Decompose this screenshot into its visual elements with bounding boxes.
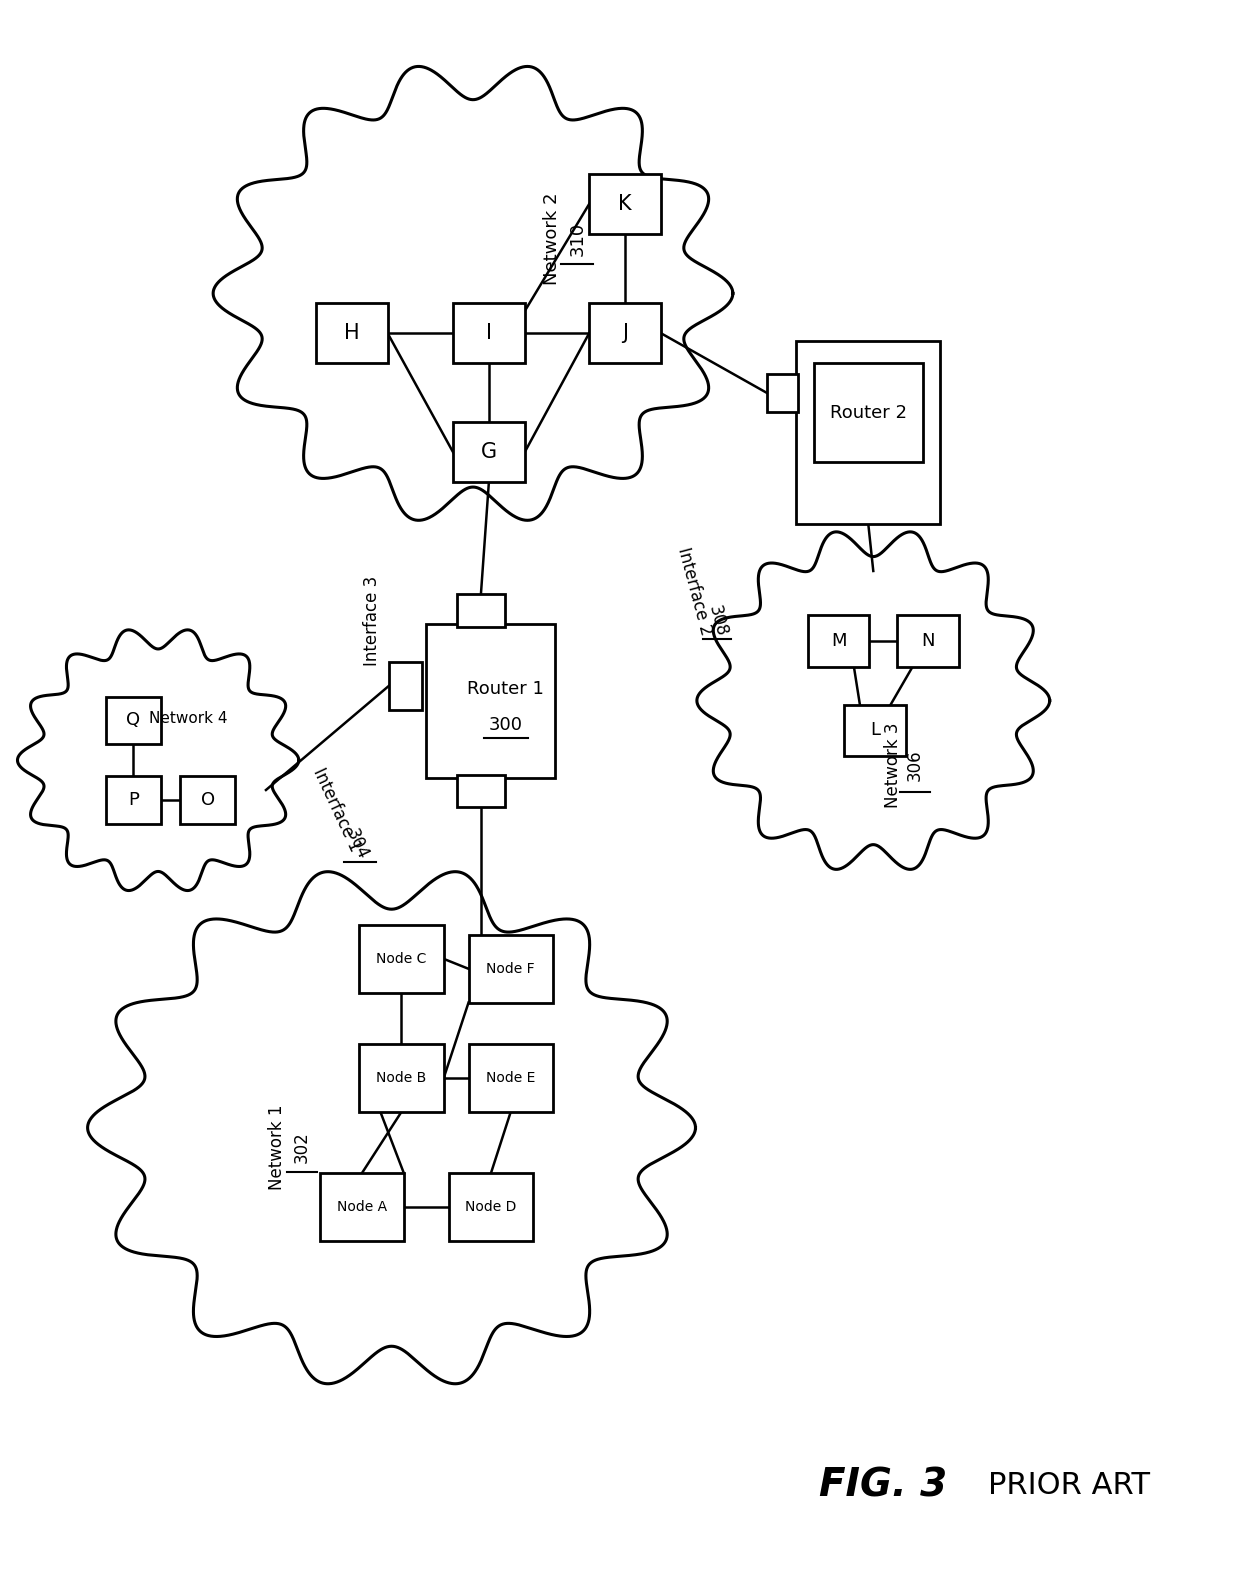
Bar [458,593,505,626]
Text: Node C: Node C [376,952,427,967]
Text: Router 2: Router 2 [830,403,906,421]
Text: FIG. 3: FIG. 3 [818,1467,947,1504]
Text: Node E: Node E [486,1071,536,1085]
Text: 304: 304 [342,826,372,862]
Bar [807,615,869,668]
Text: 300: 300 [489,717,523,734]
Text: N: N [921,633,935,650]
Bar [427,623,556,778]
Text: Node F: Node F [486,962,534,976]
Text: M: M [831,633,846,650]
Bar [813,362,923,462]
Text: 306: 306 [906,750,924,782]
Text: Interface 1: Interface 1 [310,766,365,854]
Bar [766,373,799,411]
Text: Network 3: Network 3 [884,723,903,808]
Bar [844,704,906,756]
Text: I: I [486,323,492,343]
Text: O: O [201,791,215,808]
Bar [105,777,161,824]
Bar [360,1044,444,1112]
Text: 310: 310 [568,221,587,256]
Text: G: G [481,443,497,462]
Text: Node B: Node B [377,1071,427,1085]
Bar [105,696,161,744]
Bar [469,935,553,1003]
Bar [589,304,661,362]
Bar [796,340,940,524]
Text: Network 2: Network 2 [543,193,562,285]
Bar [449,1174,533,1240]
Text: H: H [343,323,360,343]
Text: Node A: Node A [337,1201,387,1213]
Text: Interface 2: Interface 2 [675,546,715,638]
Bar [458,775,505,807]
Text: PRIOR ART: PRIOR ART [987,1471,1149,1500]
Bar [316,304,388,362]
Bar [897,615,959,668]
Text: P: P [128,791,139,808]
Polygon shape [697,532,1050,870]
Text: Node D: Node D [465,1201,517,1213]
Text: L: L [870,721,880,739]
Bar [469,1044,553,1112]
Text: Q: Q [126,712,140,729]
Text: 302: 302 [293,1131,311,1163]
Polygon shape [17,630,299,891]
Polygon shape [88,872,696,1384]
Text: K: K [619,195,631,214]
Bar [360,925,444,992]
Bar [389,661,422,710]
Text: Router 1: Router 1 [467,680,544,698]
Text: J: J [622,323,627,343]
Text: Network 1: Network 1 [268,1104,286,1190]
Bar [453,422,525,483]
Text: Network 4: Network 4 [149,710,227,726]
Text: Interface 3: Interface 3 [362,576,381,666]
Bar [181,777,236,824]
Bar [589,174,661,234]
Polygon shape [213,66,733,520]
Bar [320,1174,404,1240]
Text: 308: 308 [704,604,730,639]
Bar [453,304,525,362]
